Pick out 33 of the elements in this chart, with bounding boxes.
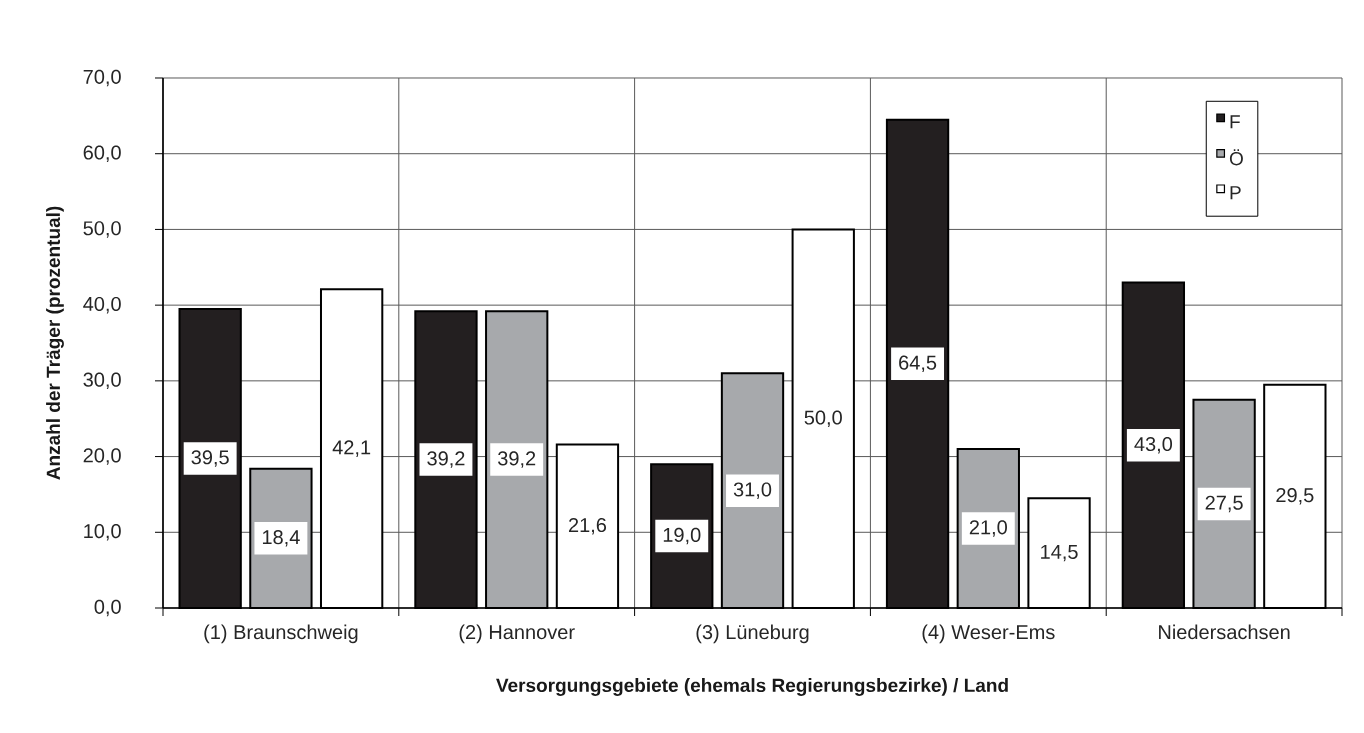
y-tick-label: 70,0: [83, 69, 121, 87]
data-label: 50,0: [804, 410, 842, 427]
y-axis-title: Anzahl der Träger (prozentual): [46, 206, 64, 480]
y-tick-label: 50,0: [83, 221, 121, 238]
legend-label: P: [1230, 186, 1241, 200]
data-label: 39,2: [427, 451, 465, 468]
data-label: 19,0: [663, 527, 701, 545]
legend-label: Ö: [1229, 149, 1243, 166]
y-tick-label: 0,0: [94, 599, 121, 617]
legend-label: F: [1230, 115, 1240, 129]
y-tick-label: 20,0: [83, 448, 121, 465]
data-label: 14,5: [1041, 544, 1078, 562]
data-label: 27,5: [1205, 495, 1243, 513]
x-tick-label: (2) Hannover: [459, 624, 575, 644]
data-label: 42,1: [332, 440, 371, 457]
data-label: 21,6: [568, 517, 607, 535]
x-tick-label: Niedersachsen: [1159, 624, 1290, 640]
x-tick-label: (4) Weser-Ems: [922, 624, 1055, 644]
y-tick-label: 40,0: [83, 296, 121, 314]
data-label: 21,0: [969, 520, 1007, 537]
data-label: 29,5: [1276, 488, 1314, 505]
data-label: 31,0: [733, 482, 772, 499]
x-axis-title: Versorgungsgebiete (ehemals Regierungsbezirke) / Land: [496, 678, 1008, 696]
y-tick-label: 30,0: [83, 372, 121, 390]
data-label: 64,5: [899, 355, 937, 373]
data-label: 18,4: [262, 530, 300, 547]
data-label: 39,5: [191, 450, 229, 467]
x-tick-label: (1) Braunschweig: [204, 624, 358, 644]
data-label: 39,2: [497, 451, 536, 468]
y-tick-label: 60,0: [83, 145, 121, 162]
x-tick-label: (3) Lüneburg: [696, 624, 809, 644]
y-tick-label: 10,0: [84, 524, 121, 541]
data-label: 43,0: [1134, 436, 1173, 454]
